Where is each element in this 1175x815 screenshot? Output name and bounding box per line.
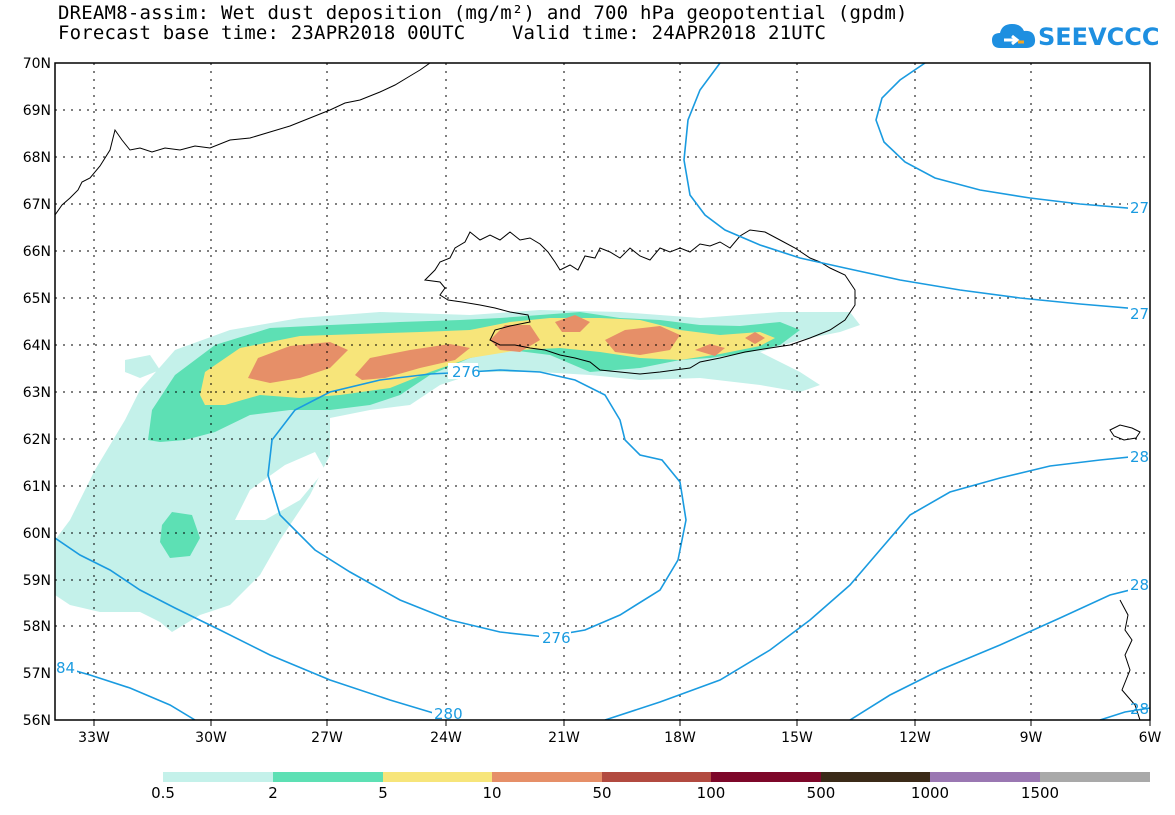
legend-swatch-0 — [163, 772, 273, 782]
legend-label: 100 — [696, 784, 726, 802]
contour-276 — [267, 369, 687, 638]
contour-label: 27 — [1130, 305, 1149, 323]
legend-label: 2 — [268, 784, 278, 802]
legend-label: 5 — [378, 784, 388, 802]
contour-southwest-2 — [55, 664, 196, 720]
lon-label: 18W — [664, 730, 696, 746]
contour-northeast — [875, 63, 1150, 211]
lat-label: 60N — [23, 526, 51, 542]
legend-swatch-6 — [821, 772, 930, 782]
lon-label: 9W — [1020, 730, 1043, 746]
dust-deposition-field — [55, 310, 860, 632]
legend-swatch-7 — [930, 772, 1040, 782]
geopotential-contours — [55, 63, 1150, 720]
contour-label: 28 — [1130, 576, 1149, 594]
longitude-labels: 33W 30W 27W 24W 21W 18W 15W 12W 9W 6W — [78, 730, 1161, 746]
contour-label: 27 — [1130, 199, 1149, 217]
dust-zone-0.5-islet — [125, 355, 160, 378]
greenland-coast — [55, 63, 431, 216]
dust-zone-10-mid — [355, 344, 470, 380]
map-title-line2: Forecast base time: 23APR2018 00UTC Vali… — [58, 22, 827, 44]
contour-far-southeast — [1099, 707, 1150, 720]
lat-label: 61N — [23, 479, 51, 495]
contour-label: 28 — [1130, 448, 1149, 466]
lat-label: 62N — [23, 432, 51, 448]
contour-southeast-2 — [849, 584, 1150, 720]
lon-label: 15W — [781, 730, 813, 746]
contour-southwest-1 — [55, 537, 461, 720]
contour-southeast-1 — [604, 454, 1150, 720]
contour-label: 280 — [434, 705, 463, 723]
legend-swatch-1 — [273, 772, 383, 782]
dust-zone-10-east5 — [745, 332, 765, 344]
dust-zone-2-blob — [160, 512, 200, 558]
logo-text: SEEVCCC — [1038, 23, 1160, 51]
lon-label: 12W — [899, 730, 931, 746]
lon-label: 24W — [430, 730, 462, 746]
legend-label: 10 — [482, 784, 502, 802]
lon-label: 33W — [78, 730, 110, 746]
lon-label: 27W — [311, 730, 343, 746]
legend-label: 50 — [592, 784, 612, 802]
legend-swatch-4 — [602, 772, 711, 782]
legend-swatch-2 — [383, 772, 492, 782]
map-title-line1: DREAM8-assim: Wet dust deposition (mg/m²… — [58, 2, 908, 24]
contour-labels: 276 276 27 27 28 28 84 280 28 — [55, 198, 1150, 723]
lat-label: 68N — [23, 150, 51, 166]
lat-label: 58N — [23, 619, 51, 635]
contour-label: 276 — [542, 629, 571, 647]
lat-label: 64N — [23, 338, 51, 354]
lat-label: 66N — [23, 244, 51, 260]
legend-label: 0.5 — [151, 784, 175, 802]
seevccc-logo: SEEVCCC — [990, 18, 1160, 60]
lon-label: 30W — [195, 730, 227, 746]
lat-label: 59N — [23, 573, 51, 589]
contour-label: 276 — [452, 363, 481, 381]
cloud-icon — [992, 24, 1036, 48]
lon-label: 21W — [548, 730, 580, 746]
legend-label: 1500 — [1020, 784, 1060, 802]
legend-swatch-3 — [492, 772, 602, 782]
dust-zone-10-east3 — [605, 326, 680, 355]
latitude-labels: 70N 69N 68N 67N 66N 65N 64N 63N 62N 61N … — [23, 56, 51, 729]
legend-label: 1000 — [910, 784, 950, 802]
lat-label: 70N — [23, 56, 51, 72]
contour-north-loop — [683, 63, 1150, 311]
contour-label: 84 — [56, 659, 75, 677]
lat-label: 67N — [23, 197, 51, 213]
lat-label: 65N — [23, 291, 51, 307]
map-frame — [54, 62, 1151, 721]
iceland-coast — [423, 229, 856, 375]
lat-label: 63N — [23, 385, 51, 401]
legend-swatch-8 — [1040, 772, 1150, 782]
lat-label: 69N — [23, 103, 51, 119]
scotland-coast — [1119, 599, 1141, 720]
legend-label: 500 — [806, 784, 836, 802]
legend-swatch-5 — [711, 772, 821, 782]
color-legend: 0.5 2 5 10 50 100 500 1000 1500 — [151, 772, 1150, 812]
map-ticks — [93, 720, 1151, 726]
lat-label: 56N — [23, 713, 51, 729]
faroe-coast — [1109, 424, 1141, 441]
map-grid — [55, 63, 1150, 720]
lat-label: 57N — [23, 666, 51, 682]
coastlines — [55, 63, 1141, 720]
dust-zone-10-east4 — [695, 344, 725, 356]
lon-label: 6W — [1139, 730, 1162, 746]
contour-label: 28 — [1130, 700, 1149, 718]
dust-zone-10-west — [248, 342, 348, 383]
